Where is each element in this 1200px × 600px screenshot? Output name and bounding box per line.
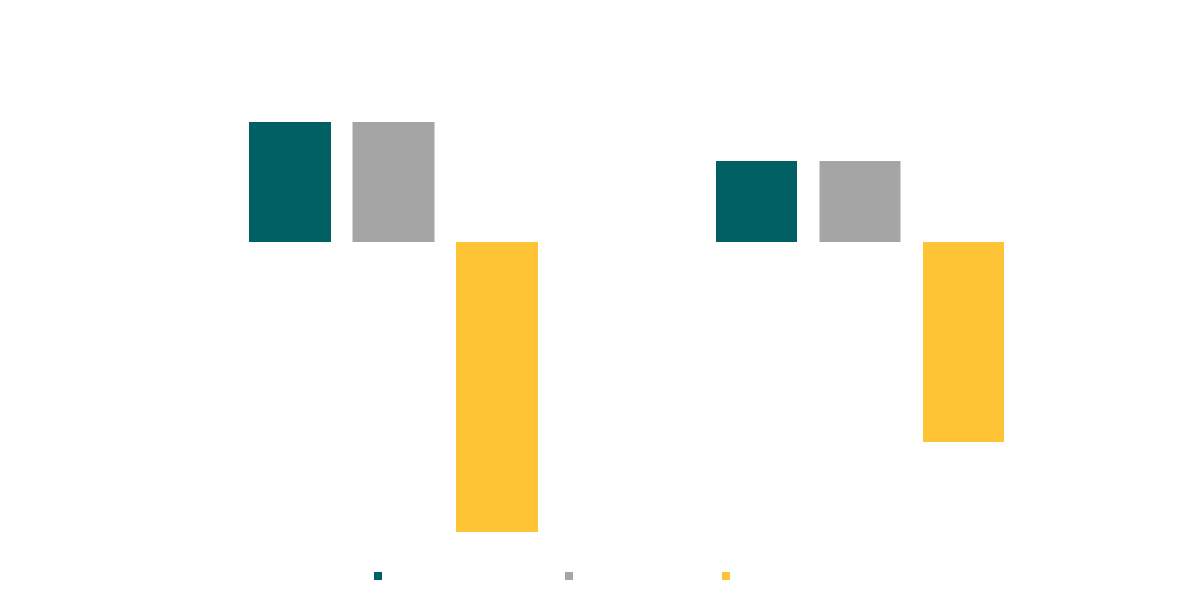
bar-series-1-category-2 xyxy=(716,161,797,242)
bars-layer xyxy=(249,122,1004,532)
bar-series-2-category-1 xyxy=(352,122,435,242)
legend-item-series-3 xyxy=(722,566,736,586)
bar-series-3-category-2 xyxy=(923,242,1004,442)
legend-swatch-series-1 xyxy=(374,572,382,580)
bar-series-3-category-1 xyxy=(456,242,538,532)
legend xyxy=(0,566,1200,586)
legend-item-series-1 xyxy=(374,566,388,586)
bar-series-1-category-1 xyxy=(249,122,331,242)
legend-swatch-series-2 xyxy=(565,572,573,580)
legend-item-series-2 xyxy=(565,566,579,586)
bar-series-2-category-2 xyxy=(819,161,901,242)
legend-swatch-series-3 xyxy=(722,572,730,580)
